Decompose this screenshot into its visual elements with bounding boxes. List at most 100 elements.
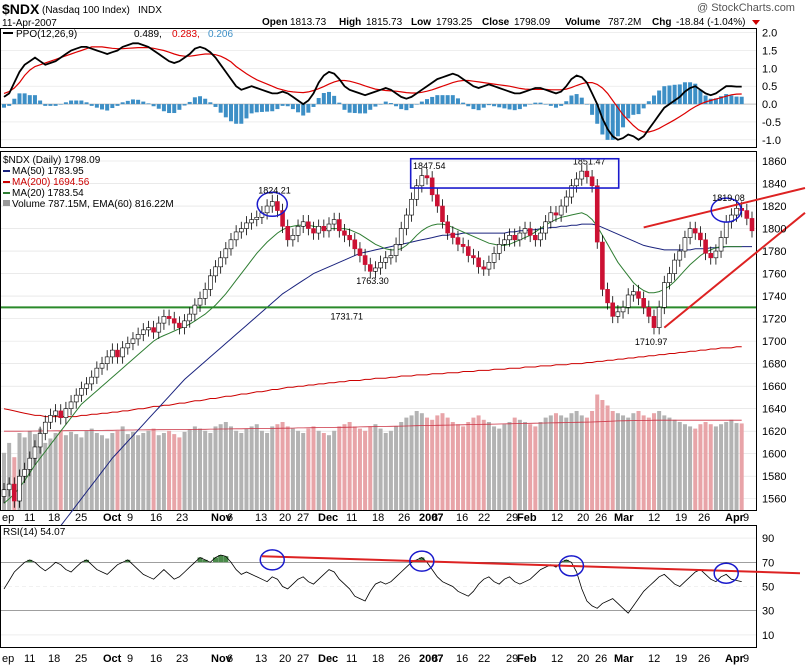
date-tick-label: Oct <box>103 512 122 524</box>
price-annotation-label: 1847.54 <box>413 161 446 171</box>
candle-body <box>455 237 461 245</box>
date-tick-label: 19 <box>675 653 687 665</box>
date-tick-label: Apr <box>725 653 745 665</box>
date-tick-label: 2007 <box>419 512 443 524</box>
ppo-histogram-bar <box>497 104 502 108</box>
volume-bar <box>151 428 156 510</box>
volume-bar <box>605 405 610 510</box>
candle-body <box>543 221 548 234</box>
volume-bar <box>636 411 641 510</box>
ppo-histogram-bar <box>595 104 600 124</box>
candle-body <box>32 446 38 459</box>
ppo-histogram-bar <box>703 95 708 105</box>
volume-bar <box>280 422 285 510</box>
candle-body <box>393 244 399 256</box>
candle-body <box>6 483 12 491</box>
volume-bar <box>239 433 244 510</box>
chart-date: 11-Apr-2007 <box>2 18 57 29</box>
rsi-tick-label: 70 <box>762 557 774 569</box>
ppo-histogram-bar <box>579 97 584 105</box>
volume-bar <box>285 426 290 510</box>
volume-bar <box>146 430 151 510</box>
candle-body <box>146 327 151 331</box>
volume-bar <box>667 417 672 510</box>
ppo-frame <box>0 28 757 148</box>
candle-body <box>713 250 719 259</box>
candle-body <box>682 237 688 252</box>
date-tick-label: 16 <box>150 512 162 524</box>
volume-bar <box>450 422 455 510</box>
volume-bar <box>708 424 713 510</box>
volume-bar <box>311 426 316 510</box>
candle-body <box>27 457 33 470</box>
volume-value: 787.2M <box>608 17 641 28</box>
date-tick-label: 11 <box>346 653 357 665</box>
volume-bar <box>569 413 574 510</box>
volume-bar <box>94 433 99 510</box>
ppo-histogram-bar <box>626 104 631 119</box>
volume-bar <box>373 424 378 510</box>
volume-bar <box>734 423 739 510</box>
candle-body <box>171 318 177 324</box>
ppo-histogram-bar <box>651 95 656 105</box>
price-tick-label: 1620 <box>762 426 786 438</box>
ppo-histogram-bar <box>559 104 564 106</box>
ppo-histogram-bar <box>698 89 703 105</box>
volume-bar <box>610 411 615 510</box>
candle-body <box>79 388 84 396</box>
ppo-histogram-bar <box>192 97 197 105</box>
candle-body <box>496 244 502 254</box>
ppo-histogram-bar <box>667 85 672 105</box>
volume-bar <box>182 431 187 510</box>
price-legend-title: $NDX (Daily) 1798.09 <box>3 155 101 166</box>
date-tick-label: Feb <box>517 512 537 524</box>
date-tick-label: 26 <box>398 512 410 524</box>
ppo-histogram-bar <box>435 95 440 105</box>
volume-bar <box>89 428 94 510</box>
candle-body <box>507 235 512 241</box>
volume-bar <box>306 428 311 510</box>
high-value: 1815.73 <box>366 17 403 28</box>
volume-bar <box>213 426 218 510</box>
candle-body <box>553 212 559 216</box>
ppo-histogram-bar <box>419 101 424 105</box>
volume-bar <box>672 419 677 510</box>
volume-bar <box>223 422 228 510</box>
date-tick-label: 8 <box>432 653 438 665</box>
volume-bar <box>713 426 718 510</box>
candle-body <box>708 253 714 259</box>
ppo-histogram-bar <box>27 95 32 105</box>
date-tick-label: 13 <box>255 653 267 665</box>
ppo-tick-label: 2.0 <box>762 28 777 40</box>
ppo-histogram-bar <box>161 104 166 112</box>
candle-body <box>465 246 471 256</box>
volume-bar <box>693 428 698 510</box>
ppo-histogram-bar <box>290 104 295 110</box>
date-tick-label: 13 <box>255 512 267 524</box>
volume-bar <box>404 417 409 510</box>
volume-bar <box>125 434 130 510</box>
chg-value: -18.84 (-1.04%) <box>676 17 745 28</box>
candle-body <box>166 316 172 319</box>
volume-bar <box>399 422 404 510</box>
volume-bar <box>703 422 708 510</box>
date-tick-label: 9 <box>127 512 133 524</box>
rsi-highlight-circle <box>713 562 739 584</box>
ppo-histogram-bar <box>74 100 79 105</box>
date-tick-label: 27 <box>297 512 309 524</box>
volume-bar <box>440 413 445 510</box>
candle-body <box>300 221 306 227</box>
date-tick-label: ep <box>2 653 14 665</box>
date-tick-label: Dec <box>318 653 338 665</box>
date-tick-label: 20 <box>279 512 291 524</box>
rsi-frame <box>0 525 757 648</box>
ppo-histogram-bar <box>476 104 481 111</box>
volume-bar <box>698 424 703 510</box>
ppo-histogram-bar <box>172 104 177 114</box>
candle-body <box>342 230 347 236</box>
rsi-highlight-circle <box>259 549 285 571</box>
volume-bar <box>502 424 507 510</box>
ppo-histogram-bar <box>79 100 84 105</box>
date-tick-label: 12 <box>648 512 660 524</box>
ppo-signal-line <box>3 46 742 133</box>
